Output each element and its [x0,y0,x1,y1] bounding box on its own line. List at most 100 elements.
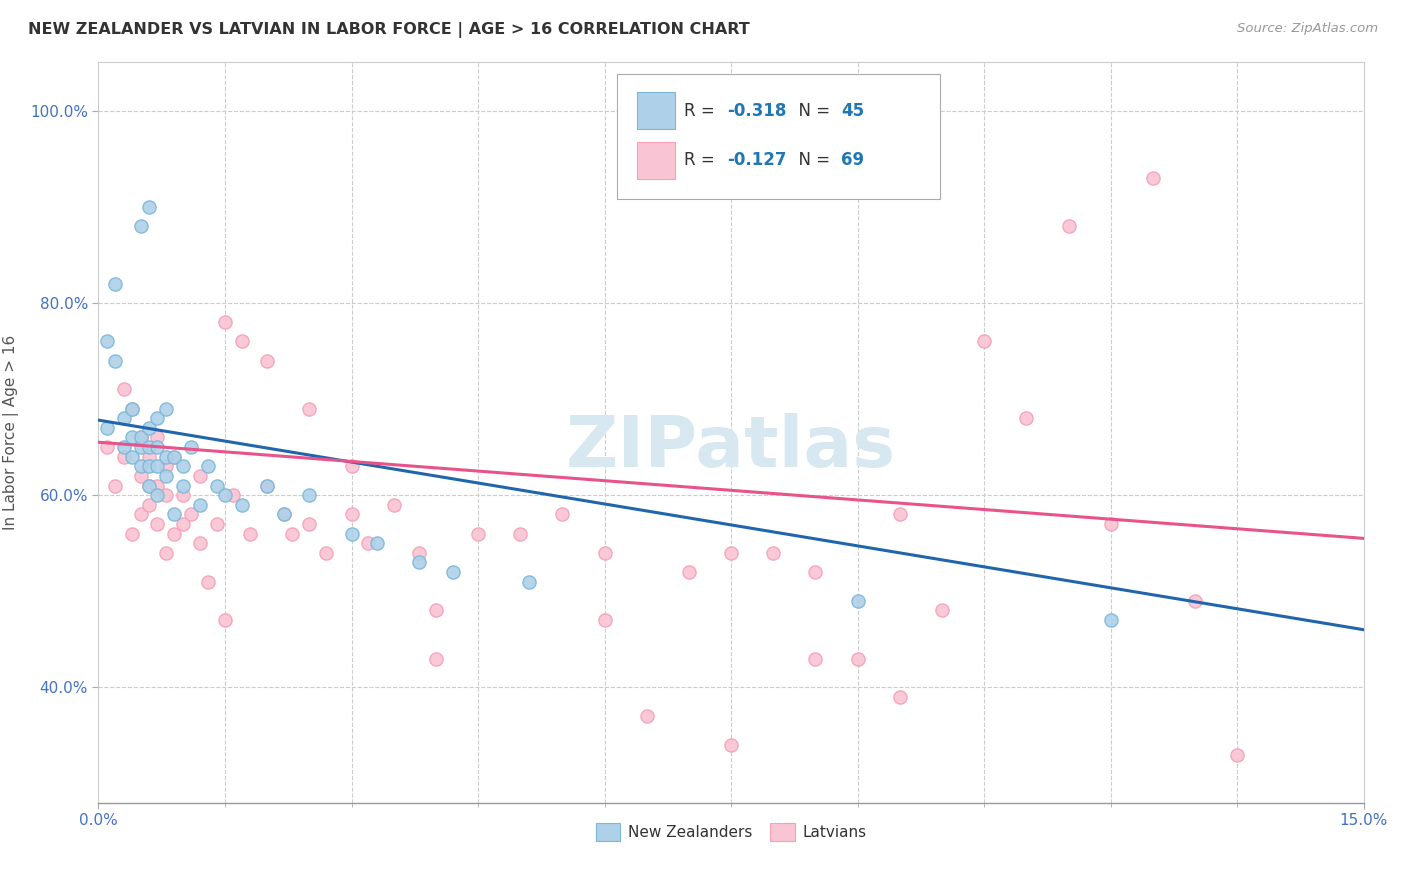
Point [112,411,135,425]
Text: 69: 69 [841,151,865,169]
Point [382,498,405,512]
Point [155,401,177,416]
Point [408,546,430,560]
Point [138,200,160,214]
Point [112,450,135,464]
Point [138,478,160,492]
Point [1226,747,1249,762]
Point [172,459,194,474]
Point [197,459,219,474]
Point [104,478,127,492]
Point [222,488,245,502]
Point [804,651,827,665]
Point [517,574,540,589]
Y-axis label: In Labor Force | Age > 16: In Labor Force | Age > 16 [3,335,18,530]
Point [509,526,531,541]
Point [467,526,489,541]
Point [1142,170,1164,185]
Point [593,613,616,627]
Point [846,594,869,608]
Point [138,421,160,435]
Point [104,353,127,368]
Point [256,478,278,492]
Point [273,508,295,522]
Point [593,546,616,560]
FancyBboxPatch shape [617,73,941,200]
Point [138,498,160,512]
Text: NEW ZEALANDER VS LATVIAN IN LABOR FORCE | AGE > 16 CORRELATION CHART: NEW ZEALANDER VS LATVIAN IN LABOR FORCE … [28,22,749,38]
Point [129,459,152,474]
Point [129,508,152,522]
Point [155,450,177,464]
Point [298,516,321,531]
Point [146,430,169,444]
Point [357,536,380,550]
Point [163,526,186,541]
Point [121,526,143,541]
Point [121,401,143,416]
Text: R =: R = [685,151,720,169]
Point [1057,219,1080,233]
Point [146,411,169,425]
Point [155,488,177,502]
Point [931,603,953,617]
Text: -0.127: -0.127 [727,151,787,169]
Point [273,508,295,522]
Point [205,516,228,531]
Point [155,546,177,560]
Point [256,353,278,368]
Point [180,508,202,522]
Point [104,277,127,291]
Point [366,536,388,550]
Point [720,546,742,560]
Point [96,334,118,349]
Point [163,450,186,464]
Point [762,546,785,560]
Point [804,565,827,579]
Point [678,565,700,579]
Point [112,440,135,454]
Point [172,478,194,492]
Text: N =: N = [787,102,835,120]
Point [138,478,160,492]
Point [146,516,169,531]
Point [146,459,169,474]
Point [298,401,321,416]
Point [121,430,143,444]
Point [231,498,253,512]
Point [129,469,152,483]
Point [138,450,160,464]
Text: R =: R = [685,102,720,120]
Point [146,478,169,492]
Point [129,430,152,444]
Text: ZIPatlas: ZIPatlas [567,413,896,482]
Point [172,488,194,502]
Point [1099,613,1122,627]
Point [146,488,169,502]
Point [180,440,202,454]
Point [121,401,143,416]
Point [340,459,363,474]
Point [214,488,236,502]
Point [121,450,143,464]
Point [298,488,321,502]
Point [163,508,186,522]
Point [720,738,742,752]
Point [846,651,869,665]
Point [239,526,262,541]
Point [172,516,194,531]
Point [340,526,363,541]
Point [197,574,219,589]
Point [889,690,911,704]
Point [155,469,177,483]
Point [214,315,236,329]
Text: -0.318: -0.318 [727,102,787,120]
FancyBboxPatch shape [637,92,675,129]
Point [636,709,658,723]
Point [138,459,160,474]
Point [129,440,152,454]
Point [425,651,447,665]
Point [205,478,228,492]
Text: N =: N = [787,151,835,169]
Point [129,219,152,233]
